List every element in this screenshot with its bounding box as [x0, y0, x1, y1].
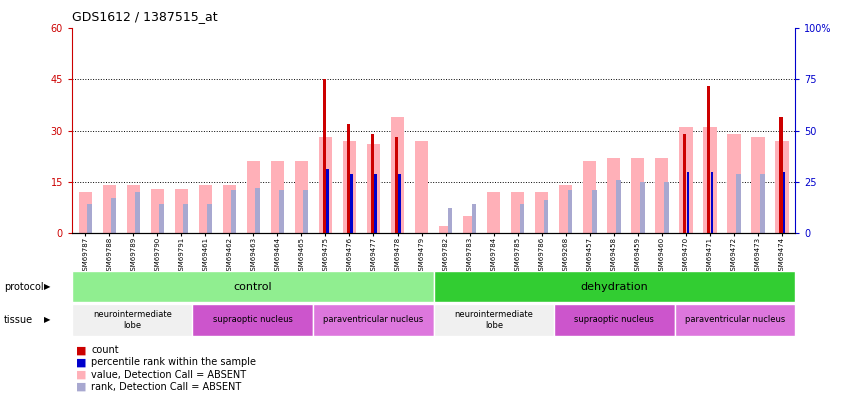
- Text: ■: ■: [76, 382, 86, 392]
- Bar: [111, 198, 116, 233]
- Bar: [674, 304, 795, 336]
- Bar: [776, 141, 788, 233]
- Text: control: control: [233, 281, 272, 292]
- Bar: [347, 124, 350, 233]
- Bar: [79, 192, 91, 233]
- Bar: [72, 304, 192, 336]
- Text: neurointermediate
lobe: neurointermediate lobe: [93, 310, 172, 330]
- Bar: [222, 185, 236, 233]
- Bar: [247, 161, 260, 233]
- Bar: [207, 204, 212, 233]
- Bar: [687, 172, 689, 233]
- Bar: [736, 174, 741, 233]
- Bar: [151, 189, 164, 233]
- Bar: [394, 137, 398, 233]
- Bar: [343, 141, 356, 233]
- Bar: [664, 182, 668, 233]
- Bar: [568, 190, 573, 233]
- Bar: [640, 182, 645, 233]
- Bar: [607, 158, 620, 233]
- Bar: [751, 137, 765, 233]
- Bar: [174, 189, 188, 233]
- Bar: [279, 190, 284, 233]
- Bar: [728, 134, 740, 233]
- Bar: [271, 161, 284, 233]
- Text: GDS1612 / 1387515_at: GDS1612 / 1387515_at: [72, 10, 217, 23]
- Bar: [616, 180, 620, 233]
- Text: ■: ■: [76, 370, 86, 379]
- Text: paraventricular nucleus: paraventricular nucleus: [685, 315, 785, 324]
- Bar: [433, 271, 795, 302]
- Bar: [184, 204, 188, 233]
- Bar: [448, 208, 453, 233]
- Bar: [350, 174, 353, 233]
- Bar: [760, 174, 765, 233]
- Bar: [591, 190, 596, 233]
- Bar: [415, 141, 428, 233]
- Bar: [783, 172, 785, 233]
- Bar: [367, 144, 380, 233]
- Bar: [127, 185, 140, 233]
- Text: rank, Detection Call = ABSENT: rank, Detection Call = ABSENT: [91, 382, 242, 392]
- Bar: [199, 185, 212, 233]
- Bar: [231, 190, 236, 233]
- Bar: [631, 158, 645, 233]
- Bar: [433, 304, 554, 336]
- Bar: [679, 127, 693, 233]
- Bar: [683, 134, 686, 233]
- Bar: [471, 204, 476, 233]
- Bar: [439, 226, 453, 233]
- Bar: [87, 204, 92, 233]
- Bar: [536, 192, 548, 233]
- Text: percentile rank within the sample: percentile rank within the sample: [91, 358, 256, 367]
- Bar: [544, 200, 548, 233]
- Bar: [255, 188, 260, 233]
- Bar: [559, 185, 573, 233]
- Text: neurointermediate
lobe: neurointermediate lobe: [454, 310, 533, 330]
- Bar: [322, 79, 326, 233]
- Bar: [711, 172, 713, 233]
- Bar: [313, 304, 433, 336]
- Bar: [519, 204, 525, 233]
- Bar: [487, 192, 500, 233]
- Bar: [72, 271, 433, 302]
- Bar: [192, 304, 313, 336]
- Text: ▶: ▶: [44, 315, 51, 324]
- Text: tissue: tissue: [4, 315, 33, 325]
- Text: value, Detection Call = ABSENT: value, Detection Call = ABSENT: [91, 370, 246, 379]
- Text: paraventricular nucleus: paraventricular nucleus: [323, 315, 423, 324]
- Bar: [779, 117, 783, 233]
- Bar: [511, 192, 525, 233]
- Bar: [371, 134, 374, 233]
- Bar: [374, 174, 376, 233]
- Bar: [294, 161, 308, 233]
- Bar: [319, 137, 332, 233]
- Bar: [159, 204, 164, 233]
- Bar: [583, 161, 596, 233]
- Text: ■: ■: [76, 358, 86, 367]
- Bar: [656, 158, 668, 233]
- Bar: [102, 185, 116, 233]
- Bar: [707, 86, 711, 233]
- Text: count: count: [91, 345, 119, 355]
- Text: supraoptic nucleus: supraoptic nucleus: [574, 315, 654, 324]
- Text: protocol: protocol: [4, 281, 44, 292]
- Text: dehydration: dehydration: [580, 281, 648, 292]
- Bar: [327, 169, 328, 233]
- Text: supraoptic nucleus: supraoptic nucleus: [213, 315, 293, 324]
- Bar: [135, 192, 140, 233]
- Text: ■: ■: [76, 345, 86, 355]
- Bar: [463, 216, 476, 233]
- Bar: [554, 304, 674, 336]
- Bar: [391, 117, 404, 233]
- Text: ▶: ▶: [44, 282, 51, 291]
- Bar: [304, 190, 308, 233]
- Bar: [703, 127, 717, 233]
- Bar: [398, 174, 401, 233]
